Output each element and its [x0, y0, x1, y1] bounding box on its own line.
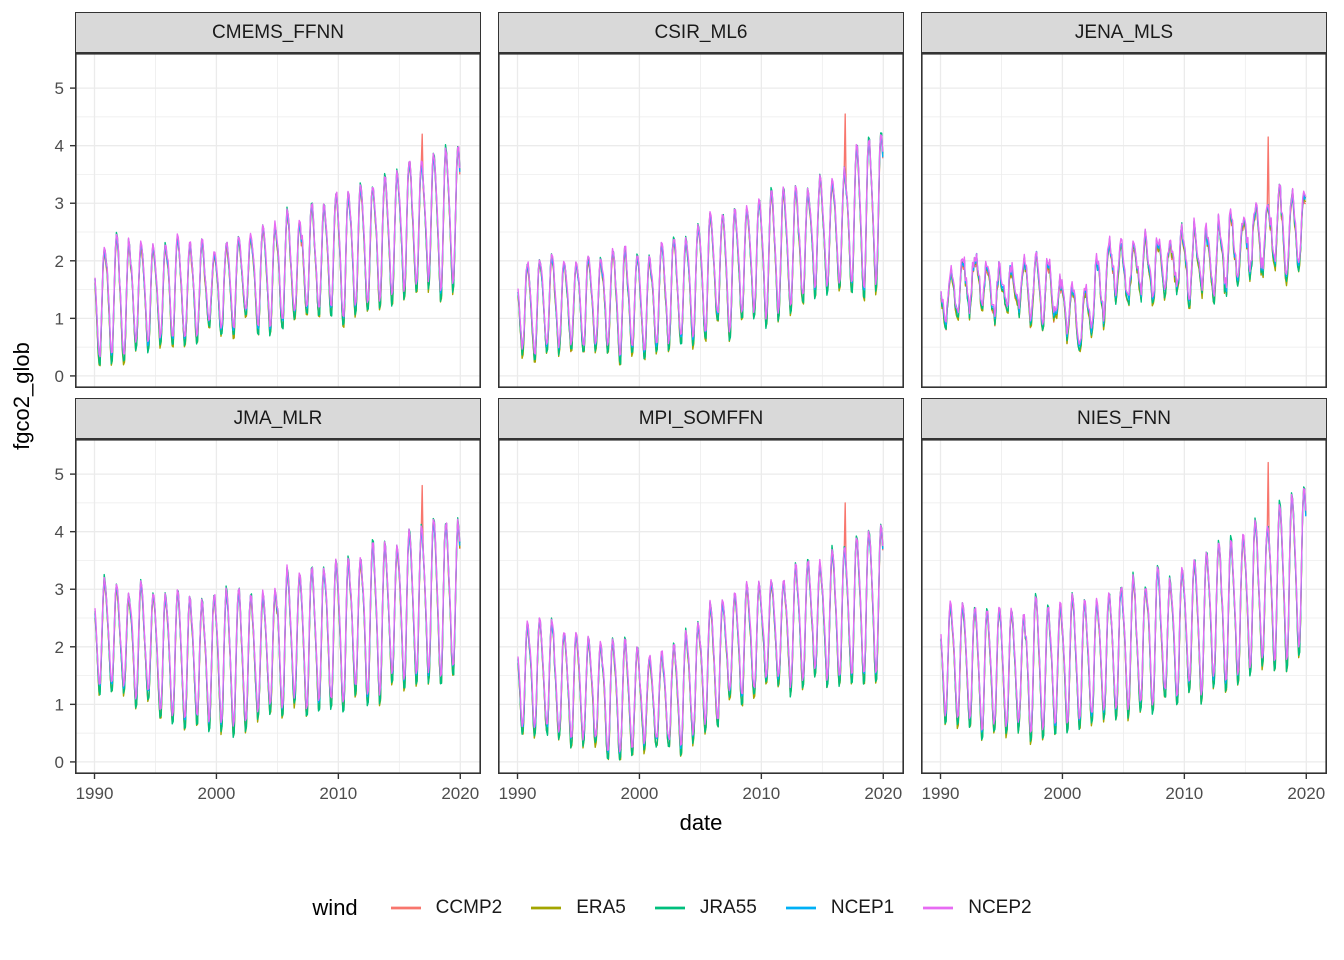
- plot-panel: [921, 53, 1327, 388]
- series-line-ncep2[interactable]: [940, 487, 1307, 733]
- series-line-ncep2[interactable]: [94, 518, 461, 727]
- y-tick-label: 5: [55, 79, 64, 98]
- y-tick-label: 1: [55, 309, 64, 328]
- legend-key-line-icon: [785, 906, 816, 910]
- legend-item-era5[interactable]: ERA5: [528, 897, 626, 919]
- facet-strip: NIES_FNN: [921, 398, 1327, 439]
- panel-border: [498, 53, 904, 388]
- legend-item-ncep1[interactable]: NCEP1: [783, 897, 894, 919]
- panel-border: [498, 439, 904, 774]
- x-tick-label: 2020: [1287, 784, 1325, 803]
- y-tick-label: 0: [55, 367, 64, 386]
- panel-background: [75, 439, 481, 774]
- panel-border: [921, 53, 1327, 388]
- legend-title: wind: [312, 895, 358, 920]
- y-tick-label: 4: [55, 523, 64, 542]
- facet-title: JENA_MLS: [1074, 21, 1174, 43]
- legend-label: ERA5: [576, 897, 626, 918]
- plot-panel: [498, 53, 904, 388]
- panel-background: [921, 53, 1327, 388]
- facet-title: CSIR_ML6: [654, 21, 748, 43]
- x-tick-label: 2000: [1044, 784, 1082, 803]
- y-tick-label: 0: [55, 753, 64, 772]
- x-tick-label: 2010: [319, 784, 357, 803]
- facet-strip: JMA_MLR: [75, 398, 481, 439]
- legend-item-ccmp2[interactable]: CCMP2: [388, 897, 503, 919]
- y-tick-label: 3: [55, 580, 64, 599]
- plot-panel: 1990 2000 2010 2020: [498, 439, 904, 803]
- series-line-ncep2[interactable]: [940, 183, 1307, 345]
- legend-key-line-icon: [390, 906, 421, 910]
- facet-title: MPI_SOMFFN: [638, 407, 764, 429]
- y-tick-label: 1: [55, 695, 64, 714]
- plot-panel: 0 1 2 3 4 5: [55, 53, 481, 388]
- x-tick-label: 2010: [1165, 784, 1203, 803]
- series-line-ncep2[interactable]: [94, 146, 461, 358]
- x-tick-label: 2000: [198, 784, 236, 803]
- x-tick-label: 1990: [922, 784, 960, 803]
- facet-jma-mlr: JMA_MLR 0 1 2 3 4 5 1990 2000 2010 2020: [55, 398, 481, 803]
- legend-label: JRA55: [699, 897, 757, 918]
- legend-key-line-icon: [923, 906, 954, 910]
- plot-panel: 0 1 2 3 4 5 1990 2000 2010 2020: [55, 439, 481, 803]
- panel-border: [75, 53, 481, 388]
- x-tick-label: 1990: [499, 784, 537, 803]
- y-tick-label: 3: [55, 194, 64, 213]
- facet-title: CMEMS_FFNN: [212, 21, 344, 43]
- facet-title: NIES_FNN: [1077, 407, 1171, 429]
- facet-title: JMA_MLR: [233, 407, 323, 429]
- facet-strip: JENA_MLS: [921, 12, 1327, 53]
- legend-key-line-icon: [531, 906, 562, 910]
- facet-jena-mls: JENA_MLS: [921, 12, 1327, 388]
- plot-panel: 1990 2000 2010 2020: [921, 439, 1327, 803]
- facet-strip: CMEMS_FFNN: [75, 12, 481, 53]
- legend-label: CCMP2: [435, 897, 503, 918]
- panel-background: [498, 439, 904, 774]
- x-tick-label: 2020: [864, 784, 902, 803]
- x-axis-title: date: [679, 810, 723, 835]
- panel-background: [498, 53, 904, 388]
- legend: wind CCMP2 ERA5 JRA55 NCEP1 NCEP2: [0, 886, 1344, 930]
- x-tick-label: 2010: [742, 784, 780, 803]
- legend-key-line-icon: [654, 906, 685, 910]
- y-tick-label: 4: [55, 137, 64, 156]
- legend-item-ncep2[interactable]: NCEP2: [920, 897, 1032, 919]
- x-tick-label: 1990: [76, 784, 114, 803]
- y-tick-label: 5: [55, 465, 64, 484]
- y-axis-title: fgco2_glob: [9, 342, 34, 450]
- y-tick-label: 2: [55, 252, 64, 271]
- legend-label: NCEP2: [968, 897, 1032, 918]
- panel-border: [75, 439, 481, 774]
- facet-nies-fnn: NIES_FNN 1990 2000 2010 2020: [921, 398, 1327, 803]
- facet-cmems-ffnn: CMEMS_FFNN 0 1 2 3 4 5: [55, 12, 481, 388]
- y-tick-label: 2: [55, 638, 64, 657]
- series-line-ncep2[interactable]: [517, 524, 884, 753]
- facet-csir-ml6: CSIR_ML6: [498, 12, 904, 388]
- legend-label: NCEP1: [830, 897, 895, 918]
- x-tick-label: 2000: [621, 784, 659, 803]
- x-tick-label: 2020: [441, 784, 479, 803]
- facet-strip: CSIR_ML6: [498, 12, 904, 53]
- facet-strip: MPI_SOMFFN: [498, 398, 904, 439]
- legend-item-jra55[interactable]: JRA55: [652, 897, 757, 919]
- series-line-ncep2[interactable]: [517, 134, 884, 356]
- facet-mpi-somffn: MPI_SOMFFN 1990 2000 2010 2020: [498, 398, 904, 803]
- panel-border: [921, 439, 1327, 774]
